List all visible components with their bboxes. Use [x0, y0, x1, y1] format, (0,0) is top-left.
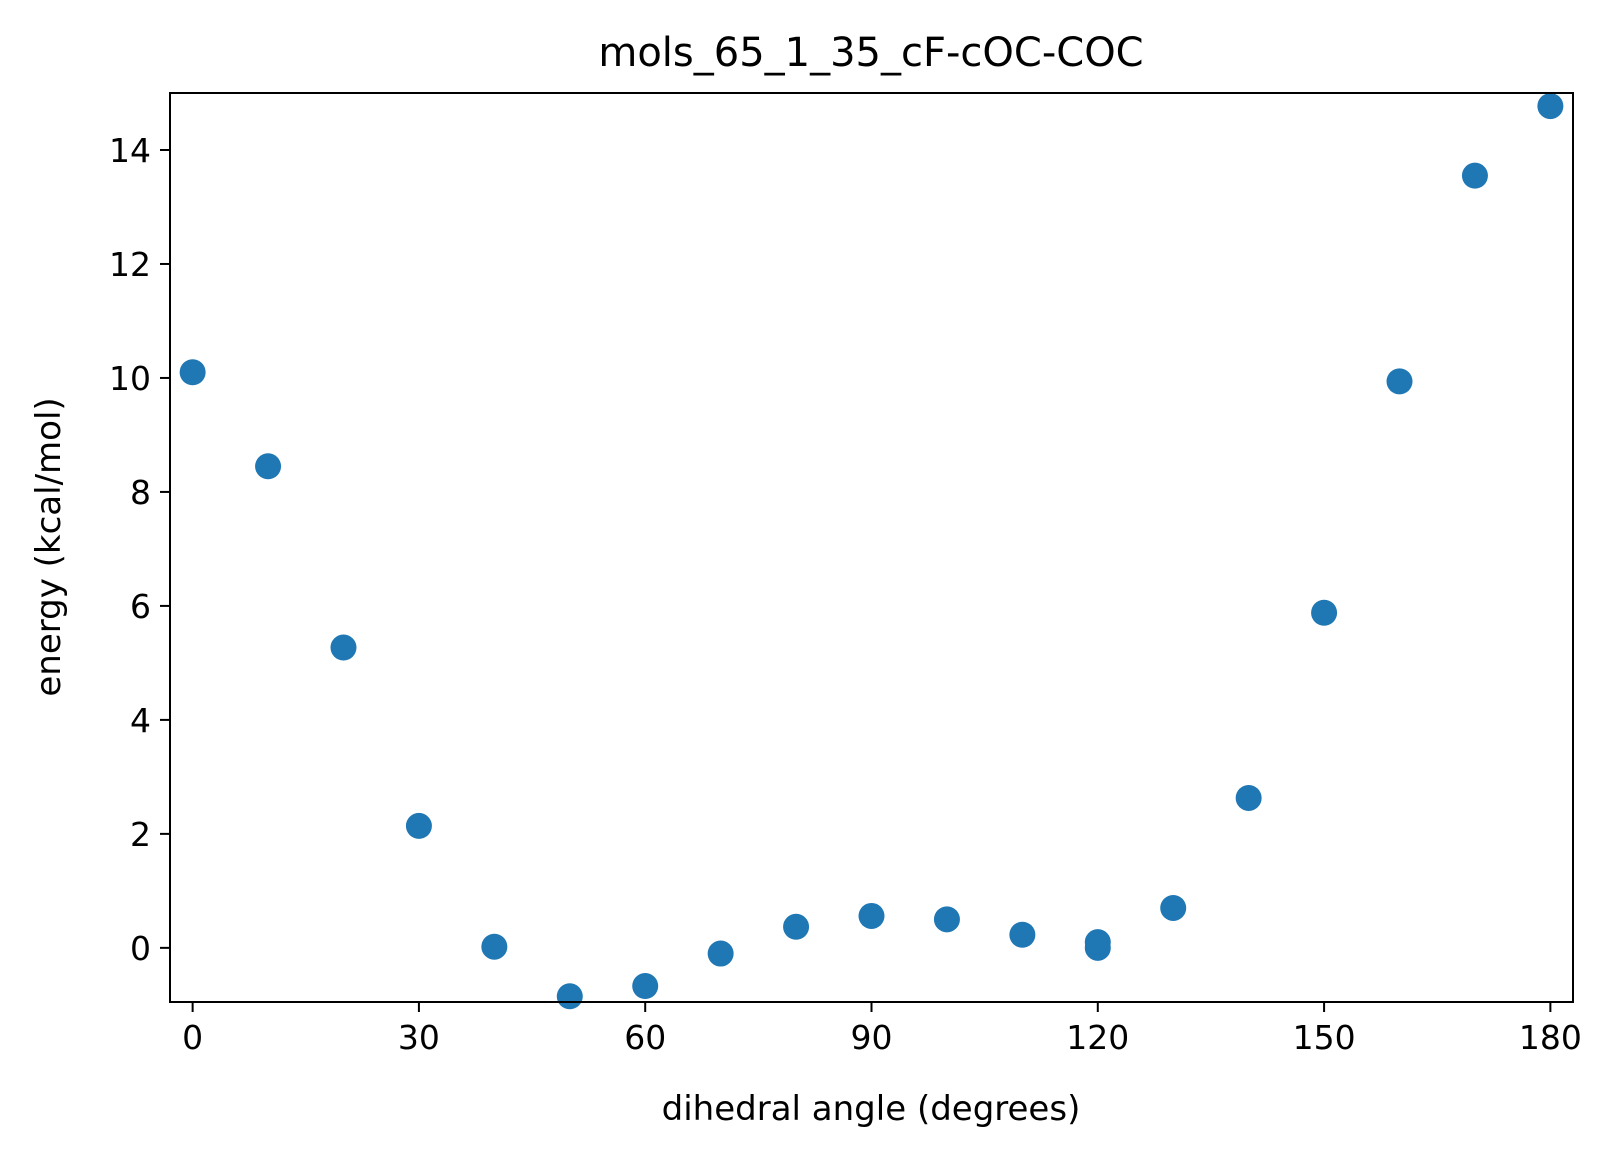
y-tick-label: 10 [109, 359, 151, 398]
x-tick-label: 150 [1293, 1018, 1356, 1057]
data-point [858, 902, 885, 929]
data-point [330, 634, 357, 661]
x-tick-label: 30 [398, 1018, 440, 1057]
data-point [556, 983, 583, 1010]
data-point [1537, 93, 1564, 120]
data-point [1084, 929, 1111, 956]
x-tick-label: 120 [1066, 1018, 1129, 1057]
x-tick-label: 90 [851, 1018, 893, 1057]
y-tick-label: 6 [130, 587, 151, 626]
data-point [1386, 368, 1413, 395]
data-point [783, 913, 810, 940]
x-tick-label: 0 [182, 1018, 203, 1057]
ticks-layer: 0 30 60 90 120 150 180 0 2 4 6 8 10 12 14 [109, 131, 1582, 1057]
data-point [1235, 784, 1262, 811]
x-tick-label: 180 [1519, 1018, 1582, 1057]
y-axis-label: energy (kcal/mol) [29, 397, 69, 696]
y-tick-label: 8 [130, 473, 151, 512]
data-point [481, 933, 508, 960]
y-tick-label: 14 [109, 131, 151, 170]
data-point [1311, 599, 1338, 626]
data-point [255, 453, 282, 480]
data-point [632, 973, 659, 1000]
x-axis-label: dihedral angle (degrees) [662, 1089, 1081, 1129]
plot-frame [169, 92, 1574, 1003]
points-layer [179, 93, 1564, 1010]
data-point [707, 940, 734, 967]
data-point [179, 359, 206, 386]
data-point [1461, 162, 1488, 189]
data-point [1009, 921, 1036, 948]
chart-title: mols_65_1_35_cF-cOC-COC [598, 30, 1143, 76]
x-tick-label: 60 [624, 1018, 666, 1057]
data-point [1160, 894, 1187, 921]
y-tick-label: 4 [130, 701, 151, 740]
data-point [405, 812, 432, 839]
y-tick-label: 2 [130, 815, 151, 854]
data-point [933, 906, 960, 933]
y-tick-label: 12 [109, 245, 151, 284]
y-tick-label: 0 [130, 929, 151, 968]
